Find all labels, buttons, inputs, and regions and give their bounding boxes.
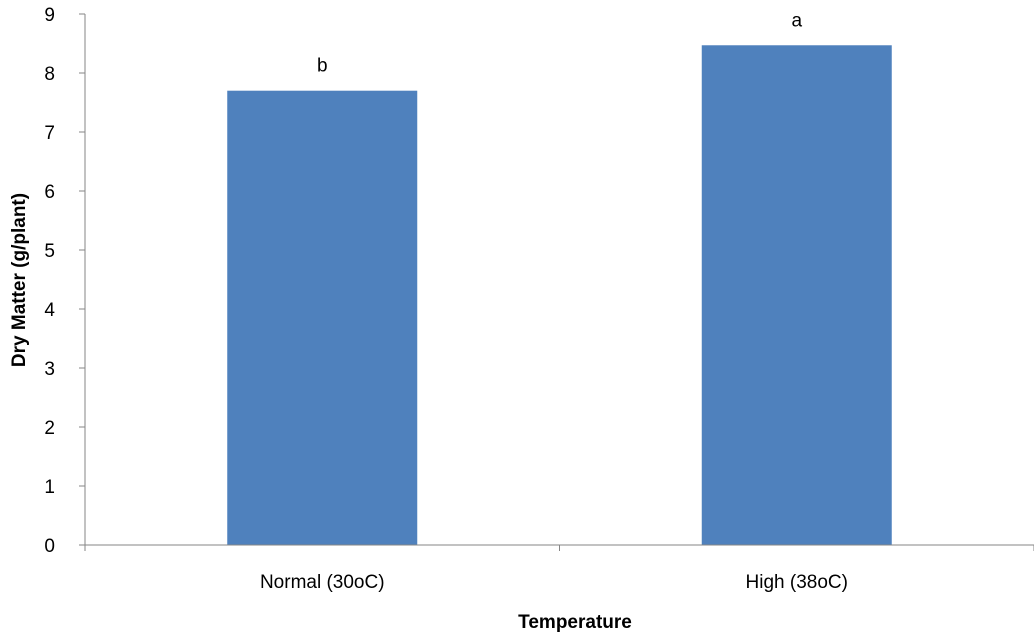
y-tick-label-0: 0	[44, 536, 55, 557]
x-axis-title: Temperature	[518, 612, 632, 633]
x-tick-label-1: High (38oC)	[746, 572, 848, 593]
data-label-0: b	[317, 56, 328, 77]
y-tick-label-4: 4	[44, 300, 55, 321]
y-tick-label-6: 6	[44, 182, 55, 203]
bars-layer	[227, 45, 892, 546]
x-tick-label-0: Normal (30oC)	[260, 572, 385, 593]
y-axis-title: Dry Matter (g/plant)	[9, 193, 30, 367]
y-tick-label-8: 8	[44, 64, 55, 85]
bar-0	[227, 90, 418, 545]
bar-1	[701, 45, 892, 546]
y-tick-label-3: 3	[44, 359, 55, 380]
y-tick-label-5: 5	[44, 241, 55, 262]
y-tick-label-2: 2	[44, 418, 55, 439]
data-label-1: a	[791, 10, 802, 31]
labels-layer: b Normal (30oC) a High (38oC) 0 1 2 3 4 5 6 7 8 9	[44, 5, 848, 593]
y-tick-label-7: 7	[44, 123, 55, 144]
y-tick-label-9: 9	[44, 5, 55, 26]
y-tick-label-1: 1	[44, 477, 55, 498]
axes-layer	[79, 13, 1034, 551]
